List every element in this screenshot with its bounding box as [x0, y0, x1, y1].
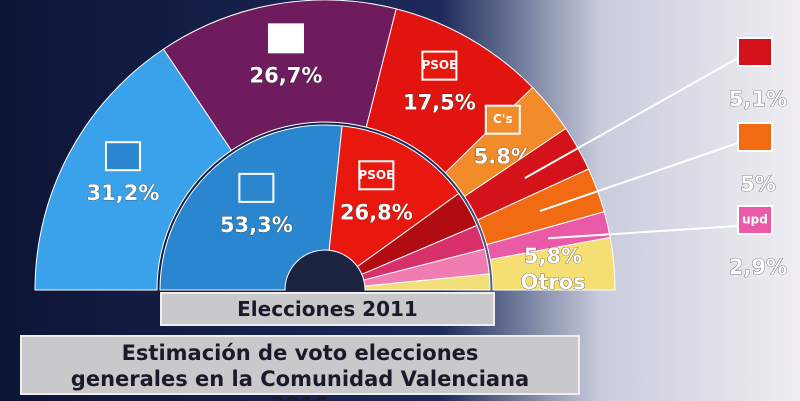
slice: [489, 236, 616, 291]
value-label: 5,1%: [729, 87, 787, 111]
value-label: 26,8%: [340, 200, 413, 224]
party-logo: [358, 160, 395, 191]
chart-title: Estimación de voto elecciones generales …: [20, 335, 580, 401]
value-label: 5%: [740, 172, 776, 196]
party-logo: [267, 23, 304, 54]
slice: [159, 124, 343, 291]
plot-area: 31,2% 26,7% 17,5% PSOE 5.8% C's 5,1% 5% upd 2,9% 5…: [34, 0, 787, 328]
value-label: 31,2%: [87, 181, 160, 205]
logo-text: upd: [742, 213, 768, 227]
value-label: 2,9%: [729, 255, 787, 279]
party-logo: [737, 205, 773, 235]
party-logo: [238, 172, 275, 203]
leader-line: [539, 142, 739, 213]
category-label: Otros: [520, 270, 585, 294]
leader-line: [524, 57, 739, 179]
party-logo: [104, 141, 141, 172]
party-logo: [737, 37, 773, 67]
logo-text: C's: [493, 112, 513, 126]
value-label: 53,3%: [220, 213, 293, 237]
party-logo: [737, 122, 773, 152]
value-label: 17,5%: [403, 91, 476, 115]
slice: [364, 273, 491, 291]
logo-text: PSOE: [358, 168, 394, 182]
leader-line: [548, 225, 739, 240]
logo-text: PSOE: [421, 58, 457, 72]
value-label: 26,7%: [250, 63, 323, 87]
value-label: 5,8%: [524, 244, 582, 268]
inner-title: Elecciones 2011: [160, 292, 495, 326]
party-logo: [484, 104, 521, 135]
value-label: 5.8%: [474, 145, 532, 169]
party-logo: [421, 50, 458, 81]
